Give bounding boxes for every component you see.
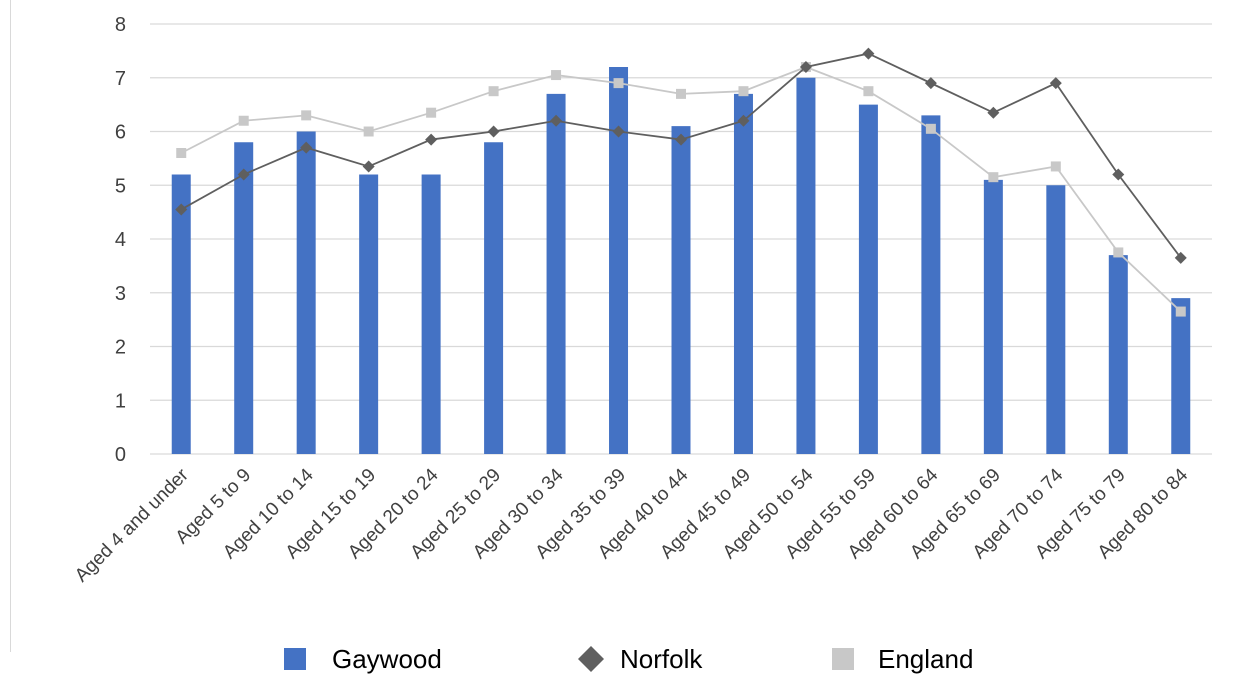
point (613, 78, 624, 89)
legend-label: Norfolk (620, 644, 703, 674)
legend: Gaywood Norfolk England (284, 644, 973, 674)
bar (421, 174, 441, 454)
bar (171, 174, 191, 454)
line-series (175, 47, 1187, 317)
point (175, 203, 188, 216)
point (426, 107, 437, 118)
point (550, 114, 563, 127)
legend-label: Gaywood (332, 644, 442, 674)
bar (1046, 185, 1066, 454)
point (799, 61, 812, 73)
point (737, 114, 750, 127)
bar (359, 174, 379, 454)
point (675, 133, 687, 146)
y-tick-label: 5 (115, 175, 126, 197)
point (612, 125, 625, 138)
bar-series (171, 67, 1191, 454)
point (925, 123, 936, 134)
bar (1171, 298, 1191, 454)
legend-swatch (578, 646, 604, 672)
bar (921, 115, 941, 454)
point (924, 77, 937, 90)
y-tick-label: 1 (115, 390, 126, 412)
point (362, 160, 375, 173)
point (1113, 247, 1124, 258)
legend-swatch (832, 648, 854, 670)
x-tick-label: Aged 4 and under (71, 464, 193, 586)
point (987, 106, 1000, 119)
y-axis-ticks: 0 1 2 3 4 5 6 7 8 (115, 14, 126, 466)
point (363, 126, 374, 137)
point (488, 86, 499, 97)
point (862, 47, 875, 60)
y-tick-label: 4 (115, 229, 126, 251)
bar (484, 142, 504, 454)
point (300, 141, 313, 154)
legend-label: England (878, 644, 973, 674)
point (301, 110, 312, 121)
point (176, 148, 187, 158)
bar (234, 142, 254, 454)
frame-border (10, 0, 11, 652)
y-tick-label: 7 (115, 68, 126, 90)
point (676, 88, 686, 99)
point (238, 115, 249, 126)
point (1050, 161, 1061, 172)
point (487, 125, 500, 138)
point (237, 168, 250, 181)
bar (671, 126, 691, 454)
bar (733, 93, 753, 454)
point (425, 133, 438, 146)
point (1049, 77, 1062, 90)
legend-swatch (284, 648, 306, 670)
bar (796, 77, 816, 454)
point (1175, 306, 1186, 317)
y-tick-label: 3 (115, 283, 126, 305)
point (1174, 251, 1187, 264)
y-tick-label: 6 (115, 122, 126, 144)
point (551, 70, 562, 81)
y-tick-label: 8 (115, 14, 126, 36)
bar (296, 131, 316, 454)
bar (858, 104, 878, 454)
point (1112, 168, 1125, 181)
point (988, 172, 999, 183)
y-tick-label: 0 (115, 444, 126, 466)
point (738, 86, 749, 97)
bar (609, 67, 629, 454)
bar (1108, 255, 1128, 454)
bar (546, 93, 566, 454)
point (863, 86, 874, 97)
bar (983, 179, 1003, 454)
y-tick-label: 2 (115, 337, 126, 359)
